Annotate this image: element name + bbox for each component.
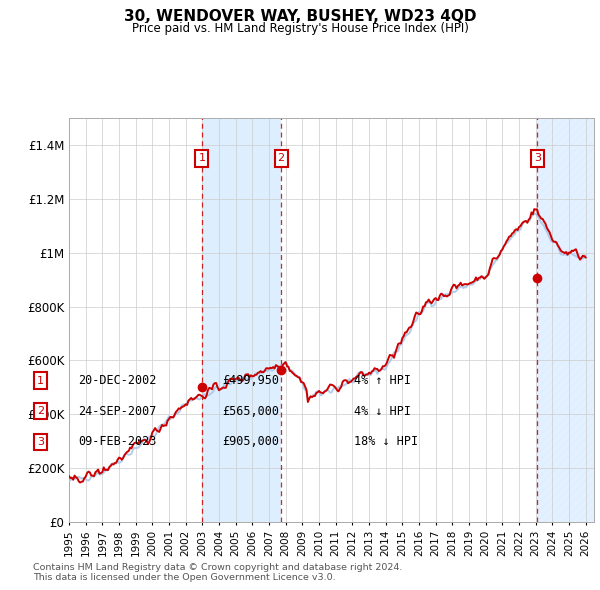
Text: 3: 3 (534, 153, 541, 163)
Text: 2: 2 (278, 153, 285, 163)
Text: £565,000: £565,000 (222, 405, 279, 418)
Text: £499,950: £499,950 (222, 374, 279, 387)
Bar (538, 118, 594, 522)
Text: 3: 3 (37, 437, 44, 447)
Text: 20-DEC-2002: 20-DEC-2002 (78, 374, 157, 387)
Text: 30, WENDOVER WAY, BUSHEY, WD23 4QD: 30, WENDOVER WAY, BUSHEY, WD23 4QD (124, 9, 476, 24)
Text: 4% ↑ HPI: 4% ↑ HPI (354, 374, 411, 387)
Bar (202, 118, 281, 522)
Text: Price paid vs. HM Land Registry's House Price Index (HPI): Price paid vs. HM Land Registry's House … (131, 22, 469, 35)
Text: 1: 1 (199, 153, 205, 163)
Text: 09-FEB-2023: 09-FEB-2023 (78, 435, 157, 448)
Text: 2: 2 (37, 407, 44, 416)
Text: 18% ↓ HPI: 18% ↓ HPI (354, 435, 418, 448)
Text: 4% ↓ HPI: 4% ↓ HPI (354, 405, 411, 418)
Text: £905,000: £905,000 (222, 435, 279, 448)
Text: 1: 1 (37, 376, 44, 385)
Bar (538, 118, 594, 522)
Text: 24-SEP-2007: 24-SEP-2007 (78, 405, 157, 418)
Text: Contains HM Land Registry data © Crown copyright and database right 2024.
This d: Contains HM Land Registry data © Crown c… (33, 563, 403, 582)
